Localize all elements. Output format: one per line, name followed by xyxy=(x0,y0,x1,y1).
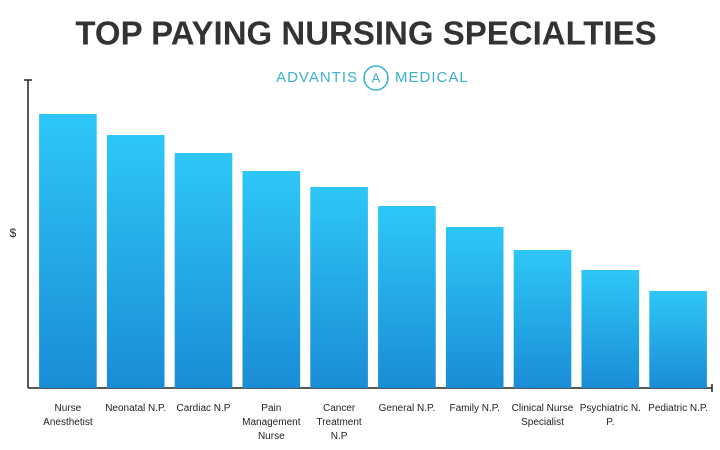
x-tick-label: Pain Management Nurse xyxy=(242,403,301,442)
x-tick-label: Family N.P. xyxy=(450,403,500,414)
bar xyxy=(39,114,97,388)
brand-left: ADVANTIS xyxy=(276,69,358,86)
y-axis-label: $ xyxy=(10,226,17,240)
bar xyxy=(106,135,165,388)
bar xyxy=(174,153,233,388)
x-tick-label: Neonatal N.P. xyxy=(105,403,166,414)
x-tick-label: Cardiac N.P xyxy=(177,403,231,414)
bar xyxy=(649,291,707,388)
brand-right: MEDICAL xyxy=(395,69,469,86)
brand-logo-mark: A xyxy=(372,70,381,85)
bar xyxy=(581,270,640,388)
chart-title: TOP PAYING NURSING SPECIALTIES xyxy=(75,15,656,52)
bar xyxy=(513,250,572,388)
x-tick-label: Clinical Nurse Specialist xyxy=(512,403,574,428)
x-tick-label: Pediatric N.P. xyxy=(648,403,708,414)
x-tick-label: General N.P. xyxy=(379,403,436,414)
brand-logo xyxy=(363,65,389,91)
bar xyxy=(378,206,436,388)
bar xyxy=(445,227,504,388)
x-tick-label: Cancer Treatment N.P xyxy=(316,403,361,442)
x-tick-label: Psychiatric N. P. xyxy=(580,403,641,428)
bar xyxy=(242,171,301,388)
bar xyxy=(310,187,368,388)
x-tick-label: Nurse Anesthetist xyxy=(43,403,93,428)
